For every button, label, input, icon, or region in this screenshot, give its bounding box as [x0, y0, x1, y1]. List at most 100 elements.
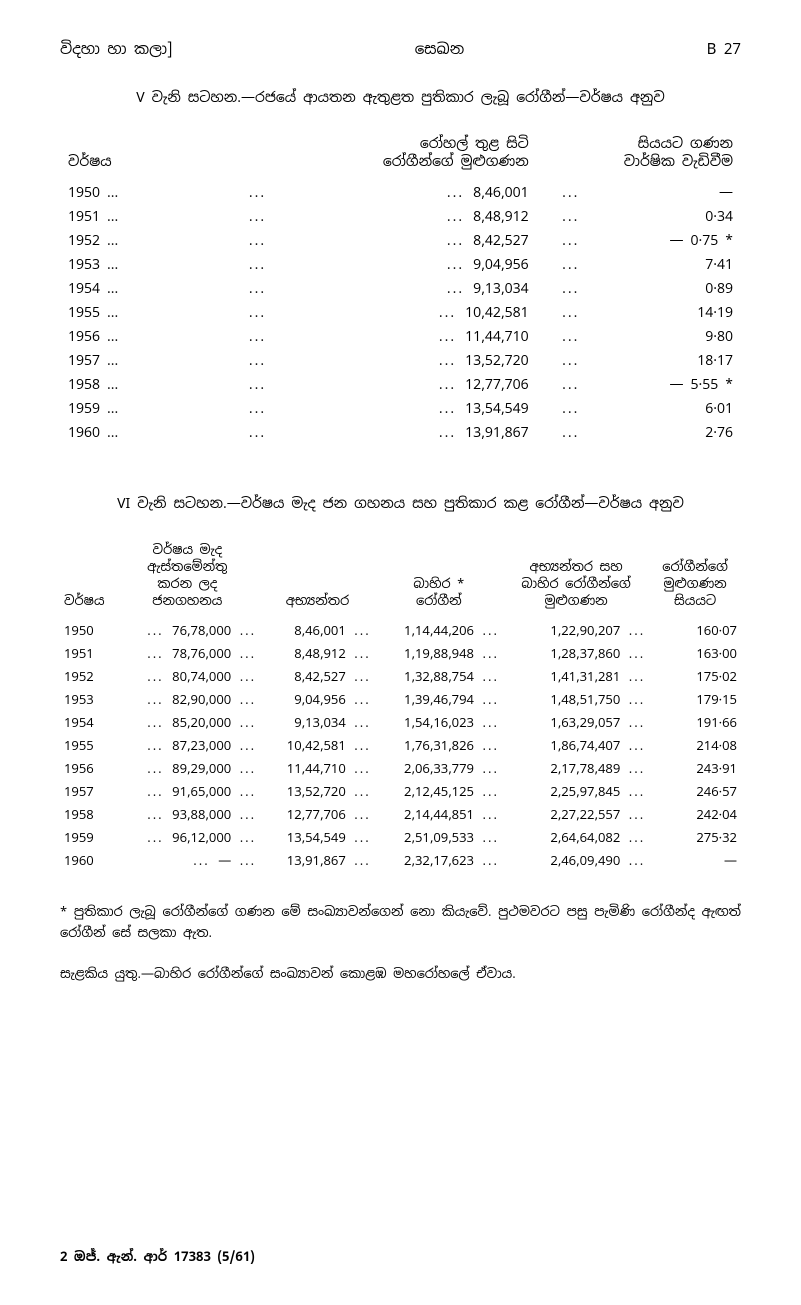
cell-dots: ... — [537, 349, 605, 373]
cell-val2: 0·34 — [605, 205, 741, 229]
table6-header-year: වර්ෂය — [60, 538, 114, 619]
cell-out: 2,51,09,533 ... — [375, 826, 503, 849]
table6-title: VI වැනි සටහන.—වර්ෂය මැද ජන ගහනය සහ පුතික… — [60, 495, 741, 513]
footnote-1: * පුතිකාර ලැබූ රෝගීන්ගේ ගණන මේ සංඛ්‍යාවන… — [60, 902, 741, 944]
cell-val1: ... 13,91,867 — [332, 421, 536, 445]
table-row: 1954 ... ... ... 9,13,034 ... 0·89 — [60, 277, 741, 301]
cell-year: 1953 ... — [60, 253, 183, 277]
cell-in: 8,48,912 ... — [260, 642, 375, 665]
cell-pop: ... 96,12,000 ... — [114, 826, 260, 849]
cell-year: 1957 ... — [60, 349, 183, 373]
table-row: 1959 ... 96,12,000 ... 13,54,549 ... 2,5… — [60, 826, 741, 849]
cell-year: 1955 — [60, 734, 114, 757]
cell-dots: ... — [183, 349, 333, 373]
cell-pct: 160·07 — [649, 619, 741, 642]
cell-pop: ... 82,90,000 ... — [114, 688, 260, 711]
table6-header-col6-l2: මුළුගණන — [653, 575, 737, 592]
cell-year: 1959 — [60, 826, 114, 849]
table5-header-val1-line2: රෝගීන්ගේ මුළුගණන — [340, 153, 528, 171]
cell-pct: 242·04 — [649, 803, 741, 826]
cell-in: 10,42,581 ... — [260, 734, 375, 757]
cell-tot: 2,64,64,082 ... — [503, 826, 649, 849]
table6-header-col6-l3: සියයට — [653, 592, 737, 609]
table6-header-col6-l1: රෝගීන්ගේ — [653, 558, 737, 575]
cell-year: 1958 ... — [60, 373, 183, 397]
table-row: 1953 ... 82,90,000 ... 9,04,956 ... 1,39… — [60, 688, 741, 711]
cell-dots: ... — [537, 301, 605, 325]
cell-out: 2,32,17,623 ... — [375, 849, 503, 872]
table6-header-col5-l3: මුළුගණන — [507, 592, 645, 609]
cell-val1: ... 11,44,710 — [332, 325, 536, 349]
cell-dots: ... — [537, 277, 605, 301]
table-row: 1951 ... 78,76,000 ... 8,48,912 ... 1,19… — [60, 642, 741, 665]
cell-tot: 1,63,29,057 ... — [503, 711, 649, 734]
table-row: 1955 ... 87,23,000 ... 10,42,581 ... 1,7… — [60, 734, 741, 757]
table6-header-col5-l1: අභ්‍යන්තර සහ — [507, 558, 645, 575]
cell-dots: ... — [537, 205, 605, 229]
cell-dots: ... — [183, 421, 333, 445]
header-center: සෙඛන — [415, 40, 464, 59]
cell-out: 1,14,44,206 ... — [375, 619, 503, 642]
cell-year: 1951 — [60, 642, 114, 665]
cell-val2: — — [605, 181, 741, 205]
cell-val1: ... 8,42,527 — [332, 229, 536, 253]
table-row: 1956 ... 89,29,000 ... 11,44,710 ... 2,0… — [60, 757, 741, 780]
table5-header-val1-line1: රෝහල් තුළ සිටි — [340, 135, 528, 153]
cell-year: 1960 ... — [60, 421, 183, 445]
table6-header-col2-l2: ඇස්තමේන්තු — [118, 558, 256, 575]
cell-dots: ... — [183, 205, 333, 229]
cell-val2: 7·41 — [605, 253, 741, 277]
cell-pct: 179·15 — [649, 688, 741, 711]
cell-dots: ... — [183, 253, 333, 277]
table6-header-col5-l2: බාහිර රෝගීන්ගේ — [507, 575, 645, 592]
cell-in: 13,54,549 ... — [260, 826, 375, 849]
table-row: 1957 ... ... ... 13,52,720 ... 18·17 — [60, 349, 741, 373]
cell-year: 1956 — [60, 757, 114, 780]
cell-tot: 1,22,90,207 ... — [503, 619, 649, 642]
cell-pct: 246·57 — [649, 780, 741, 803]
cell-tot: 2,17,78,489 ... — [503, 757, 649, 780]
cell-year: 1952 ... — [60, 229, 183, 253]
cell-pct: 275·32 — [649, 826, 741, 849]
footnote-2: සැළකිය යුතු.—බාහිර රෝගීන්ගේ සංඛ්‍යාවන් ක… — [60, 964, 741, 985]
cell-val2: 0·89 — [605, 277, 741, 301]
table-row: 1956 ... ... ... 11,44,710 ... 9·80 — [60, 325, 741, 349]
table5-header-val2-line2: වාර්ෂික වැඩිවීම — [613, 153, 733, 171]
table6-header-col2-l3: කරන ලද — [118, 575, 256, 592]
cell-out: 2,12,45,125 ... — [375, 780, 503, 803]
cell-year: 1958 — [60, 803, 114, 826]
table-row: 1960 ... — ... 13,91,867 ... 2,32,17,623… — [60, 849, 741, 872]
cell-val1: ... 9,04,956 — [332, 253, 536, 277]
table-row: 1953 ... ... ... 9,04,956 ... 7·41 — [60, 253, 741, 277]
cell-year: 1954 — [60, 711, 114, 734]
cell-year: 1960 — [60, 849, 114, 872]
cell-pop: ... 89,29,000 ... — [114, 757, 260, 780]
cell-dots: ... — [183, 229, 333, 253]
cell-tot: 1,86,74,407 ... — [503, 734, 649, 757]
header-right: B 27 — [707, 40, 741, 59]
cell-pop: ... 78,76,000 ... — [114, 642, 260, 665]
cell-dots: ... — [183, 301, 333, 325]
cell-year: 1950 — [60, 619, 114, 642]
cell-dots: ... — [537, 253, 605, 277]
cell-out: 2,06,33,779 ... — [375, 757, 503, 780]
cell-tot: 1,41,31,281 ... — [503, 665, 649, 688]
table-row: 1959 ... ... ... 13,54,549 ... 6·01 — [60, 397, 741, 421]
table5-header-val2-line1: සියයට ගණන — [613, 135, 733, 153]
cell-out: 1,39,46,794 ... — [375, 688, 503, 711]
cell-in: 11,44,710 ... — [260, 757, 375, 780]
cell-pop: ... — ... — [114, 849, 260, 872]
cell-dots: ... — [183, 181, 333, 205]
cell-year: 1957 — [60, 780, 114, 803]
table-row: 1952 ... 80,74,000 ... 8,42,527 ... 1,32… — [60, 665, 741, 688]
table-row: 1951 ... ... ... 8,48,912 ... 0·34 — [60, 205, 741, 229]
cell-year: 1951 ... — [60, 205, 183, 229]
table6-header-col4-l2: රෝගීන් — [379, 592, 499, 609]
table-row: 1958 ... ... ... 12,77,706 ... — 5·55 * — [60, 373, 741, 397]
cell-year: 1952 — [60, 665, 114, 688]
cell-pct: 243·91 — [649, 757, 741, 780]
cell-pop: ... 80,74,000 ... — [114, 665, 260, 688]
bottom-ref: 2 ඔජ්. ඇන්. ආර් 17383 (5/61) — [60, 1248, 255, 1265]
cell-tot: 2,25,97,845 ... — [503, 780, 649, 803]
cell-dots: ... — [537, 181, 605, 205]
